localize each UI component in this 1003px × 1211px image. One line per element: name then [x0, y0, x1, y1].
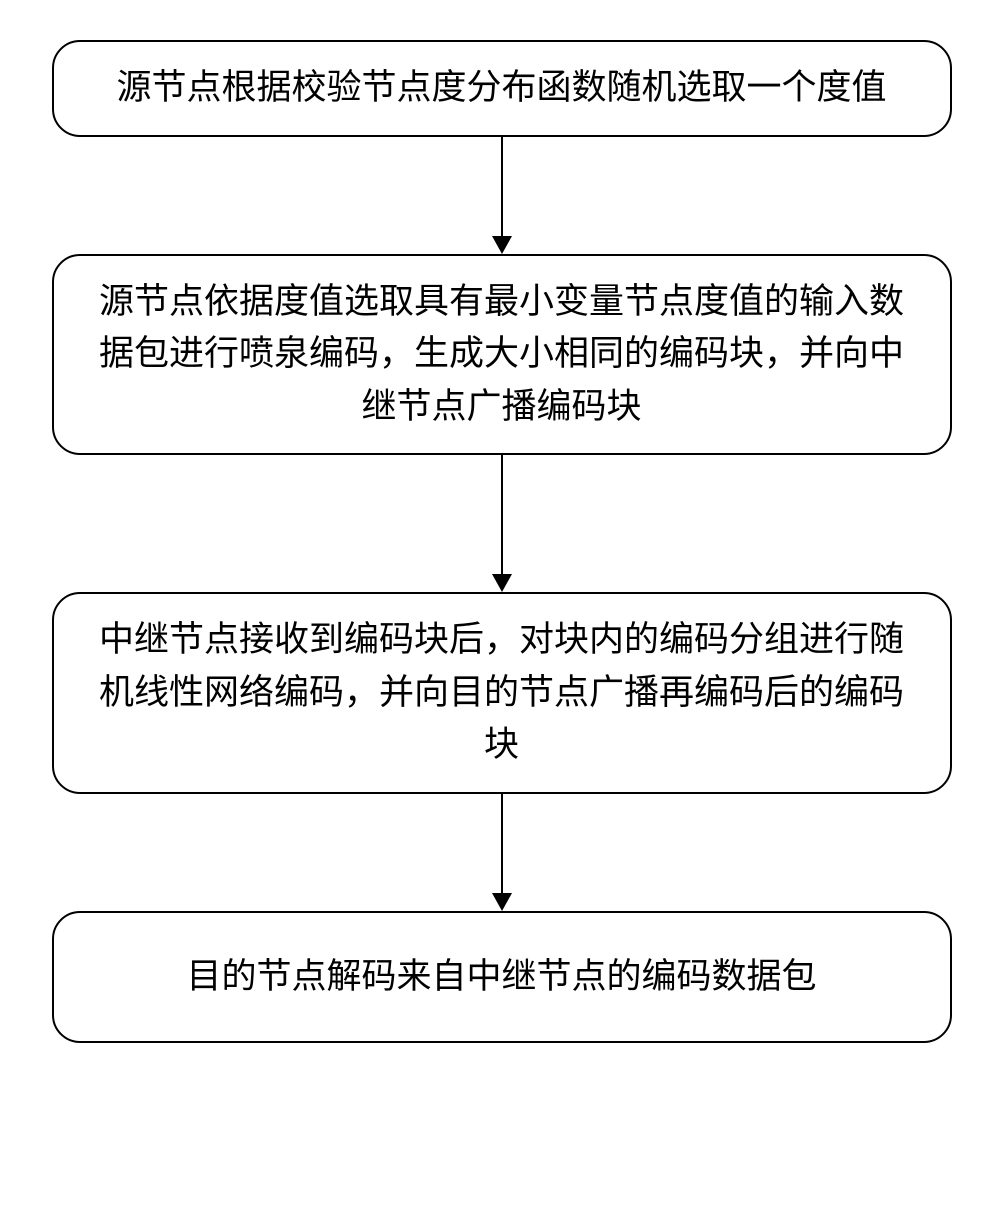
- arrow-1: [492, 137, 512, 254]
- arrow-2: [492, 455, 512, 592]
- flowchart-node-1: 源节点根据校验节点度分布函数随机选取一个度值: [52, 40, 952, 137]
- arrow-head-icon: [492, 893, 512, 911]
- arrow-line: [501, 137, 503, 237]
- flowchart-node-4: 目的节点解码来自中继节点的编码数据包: [52, 911, 952, 1044]
- arrow-line: [501, 455, 503, 575]
- flowchart-node-3: 中继节点接收到编码块后，对块内的编码分组进行随机线性网络编码，并向目的节点广播再…: [52, 592, 952, 794]
- flowchart-node-2: 源节点依据度值选取具有最小变量节点度值的输入数据包进行喷泉编码，生成大小相同的编…: [52, 254, 952, 456]
- node-text: 源节点根据校验节点度分布函数随机选取一个度值: [116, 68, 886, 107]
- node-text: 中继节点接收到编码块后，对块内的编码分组进行随机线性网络编码，并向目的节点广播再…: [99, 620, 904, 764]
- arrow-head-icon: [492, 236, 512, 254]
- arrow-line: [501, 794, 503, 894]
- arrow-3: [492, 794, 512, 911]
- node-text: 目的节点解码来自中继节点的编码数据包: [186, 957, 816, 996]
- arrow-head-icon: [492, 574, 512, 592]
- flowchart-container: 源节点根据校验节点度分布函数随机选取一个度值 源节点依据度值选取具有最小变量节点…: [52, 40, 952, 1043]
- node-text: 源节点依据度值选取具有最小变量节点度值的输入数据包进行喷泉编码，生成大小相同的编…: [99, 282, 904, 426]
